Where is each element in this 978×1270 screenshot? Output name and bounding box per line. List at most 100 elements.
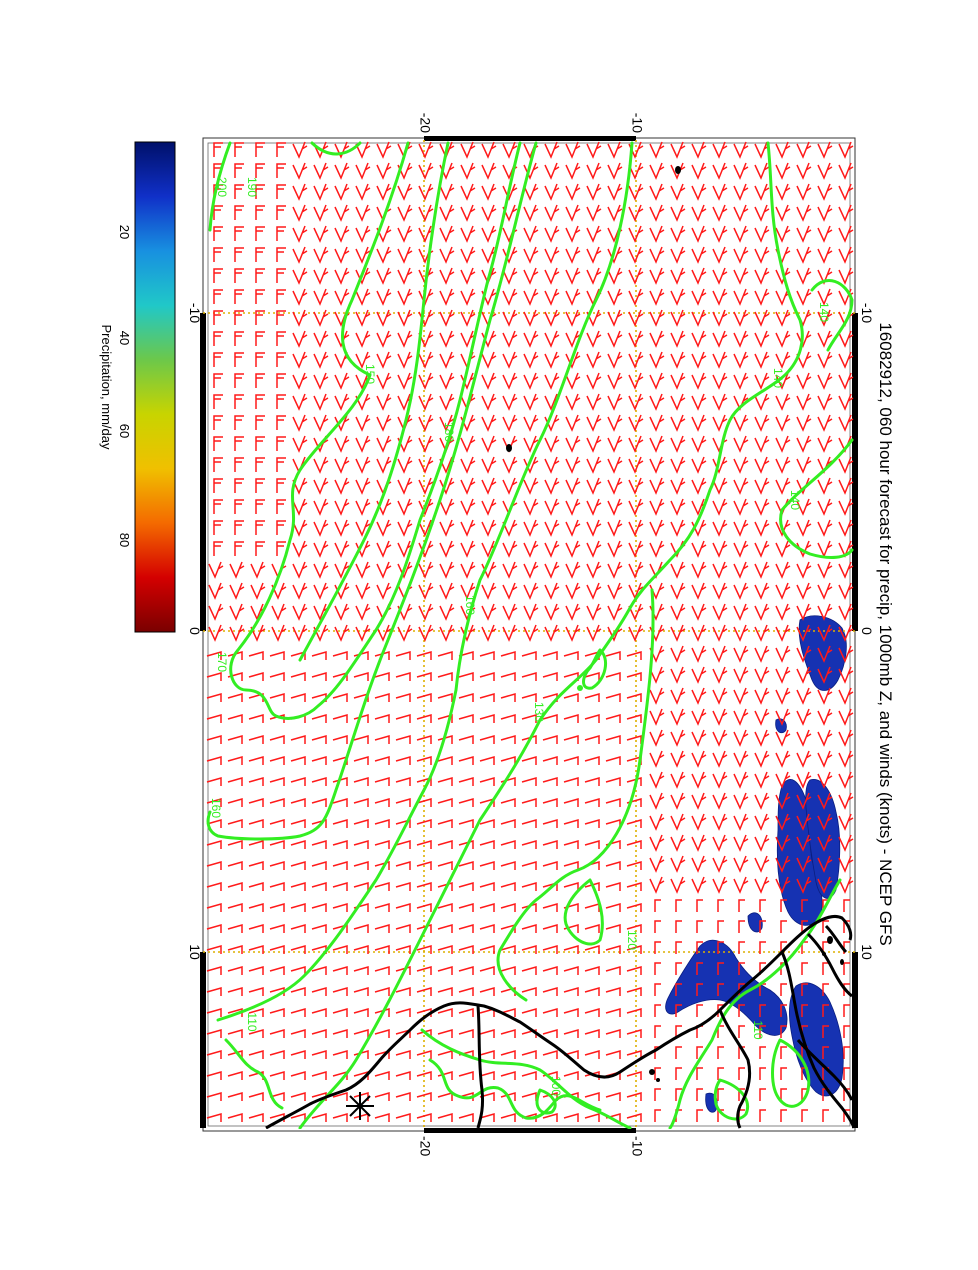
wind-barb (717, 1088, 724, 1101)
wind-barb (801, 1109, 808, 1122)
wind-barb (269, 714, 285, 723)
wind-barb (649, 393, 665, 411)
wind-barb (481, 141, 497, 159)
wind-barb (213, 289, 223, 304)
wind-barb (234, 142, 244, 157)
wind-barb (607, 372, 623, 390)
wind-barb (416, 714, 432, 723)
wind-barb (479, 1071, 495, 1080)
wind-barb (353, 756, 369, 765)
wind-barb (479, 903, 495, 912)
wind-barb (292, 393, 308, 411)
wind-barb (775, 561, 791, 579)
wind-barb (248, 672, 264, 681)
wind-barb (626, 672, 642, 681)
wind-barb (374, 1008, 390, 1017)
wind-barb (292, 183, 308, 201)
wind-barb (838, 456, 854, 474)
wind-barb (649, 498, 665, 516)
wind-barb (796, 876, 812, 894)
wind-barb (311, 966, 327, 975)
wind-barb (544, 309, 560, 327)
wind-barb (292, 225, 308, 243)
wind-barb (418, 540, 434, 558)
wind-barb (374, 840, 390, 849)
wind-barb (838, 141, 854, 159)
wind-barb (355, 246, 371, 264)
wind-barb (670, 582, 686, 600)
wind-barb (733, 456, 749, 474)
wind-barb (775, 771, 791, 789)
wind-barb (801, 1088, 808, 1101)
wind-barb (670, 414, 686, 432)
wind-barb (523, 183, 539, 201)
wind-barb (481, 582, 497, 600)
wind-barb (313, 204, 329, 222)
wind-barb (670, 771, 686, 789)
wind-barb (376, 582, 392, 600)
wind-barb (479, 735, 495, 744)
wind-barb (817, 225, 833, 243)
wind-barb (479, 651, 495, 660)
contour-line (216, 141, 634, 1022)
wind-barb (292, 582, 308, 600)
wind-barb (311, 819, 327, 828)
wind-barb (628, 351, 644, 369)
wind-barb (248, 756, 264, 765)
wind-barb (374, 1071, 390, 1080)
wind-barb (838, 393, 854, 411)
wind-barb (754, 435, 770, 453)
wind-barb (670, 645, 686, 663)
bottom-label-1: -20 (417, 1136, 433, 1156)
wind-barb (418, 603, 434, 621)
wind-barb (605, 1050, 621, 1059)
wind-barb (586, 225, 602, 243)
wind-barb (269, 1029, 285, 1038)
wind-barb (712, 372, 728, 390)
wind-barb (754, 687, 770, 705)
wind-barb (796, 729, 812, 747)
wind-barb (605, 777, 621, 786)
wind-barb (437, 798, 453, 807)
wind-barb (801, 962, 808, 975)
wind-barb (437, 966, 453, 975)
wind-barb (586, 624, 602, 642)
colorbar-scale (134, 141, 176, 633)
wind-barb (292, 603, 308, 621)
wind-barb (292, 435, 308, 453)
wind-barb (227, 945, 243, 954)
wind-barb (234, 226, 244, 241)
wind-barb (255, 499, 265, 514)
wind-barb (311, 861, 327, 870)
wind-barb (780, 1004, 787, 1017)
wind-barb (395, 966, 411, 975)
wind-barb (374, 987, 390, 996)
wind-barb (563, 840, 579, 849)
wind-barb (395, 777, 411, 786)
wind-barb (670, 183, 686, 201)
wind-barb (437, 672, 453, 681)
wind-barb (269, 735, 285, 744)
wind-barb (292, 351, 308, 369)
wind-barb (213, 520, 223, 535)
wind-barb (628, 435, 644, 453)
wind-barb (418, 351, 434, 369)
wind-barb (654, 899, 661, 912)
wind-barb (544, 246, 560, 264)
wind-barb (248, 693, 264, 702)
wind-barb (290, 777, 306, 786)
wind-barb (479, 840, 495, 849)
wind-barb (775, 792, 791, 810)
wind-barb (500, 945, 516, 954)
wind-barb (481, 183, 497, 201)
wind-barb (334, 414, 350, 432)
colorbar-tick-20: 20 (117, 225, 132, 239)
wind-barb (206, 903, 222, 912)
wind-barb (712, 729, 728, 747)
wind-barb (649, 876, 665, 894)
wind-barb (418, 414, 434, 432)
wind-barb (775, 708, 791, 726)
wind-barb (675, 983, 682, 996)
wind-barb (500, 1092, 516, 1101)
wind-barb (276, 541, 286, 556)
